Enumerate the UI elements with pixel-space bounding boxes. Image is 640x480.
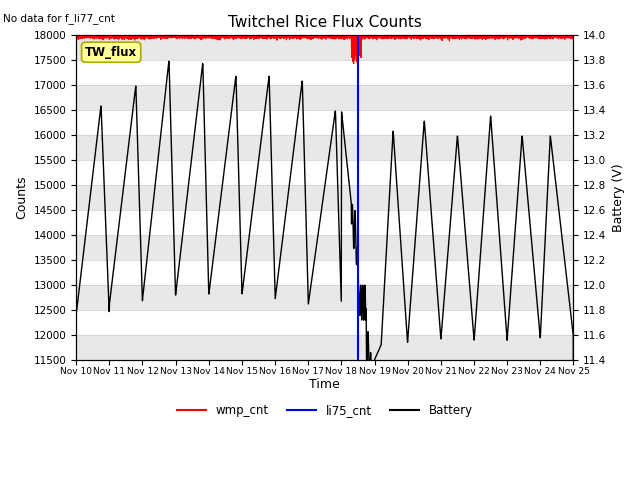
Bar bbox=[76, 335, 573, 360]
Bar bbox=[76, 285, 573, 310]
Bar bbox=[76, 210, 573, 235]
Y-axis label: Counts: Counts bbox=[15, 176, 28, 219]
Bar bbox=[76, 260, 573, 285]
Bar bbox=[76, 110, 573, 135]
Bar bbox=[76, 185, 573, 210]
Bar bbox=[76, 60, 573, 85]
Bar bbox=[76, 235, 573, 260]
Text: TW_flux: TW_flux bbox=[85, 46, 137, 59]
X-axis label: Time: Time bbox=[309, 378, 340, 391]
Legend: wmp_cnt, li75_cnt, Battery: wmp_cnt, li75_cnt, Battery bbox=[172, 399, 477, 422]
Y-axis label: Battery (V): Battery (V) bbox=[612, 163, 625, 232]
Bar bbox=[76, 135, 573, 160]
Bar bbox=[76, 160, 573, 185]
Title: Twitchel Rice Flux Counts: Twitchel Rice Flux Counts bbox=[228, 15, 422, 30]
Bar bbox=[76, 310, 573, 335]
Bar bbox=[76, 36, 573, 60]
Bar bbox=[76, 85, 573, 110]
Text: No data for f_li77_cnt: No data for f_li77_cnt bbox=[3, 13, 115, 24]
